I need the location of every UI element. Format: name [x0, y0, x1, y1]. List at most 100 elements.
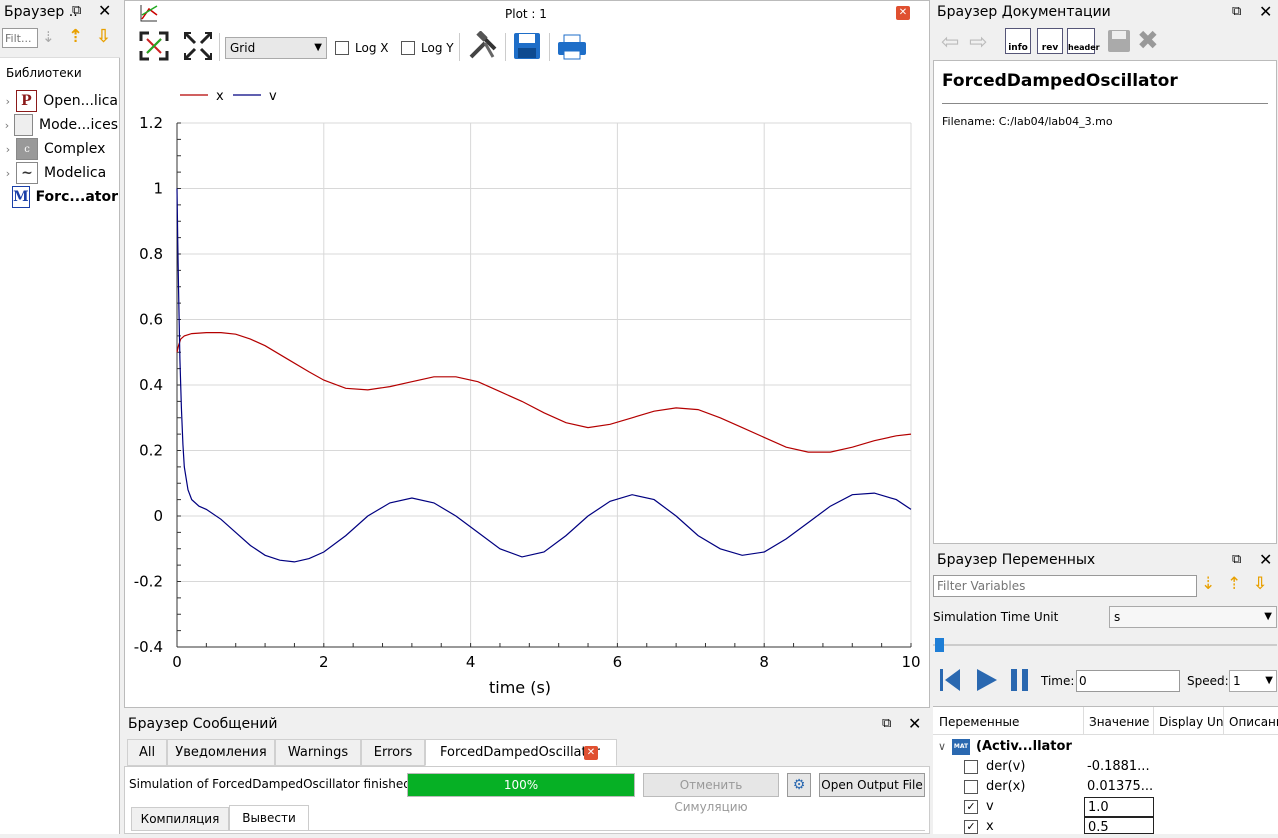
tree-item-label: Forc...ator: [35, 189, 118, 205]
forward-arrow-icon[interactable]: ⇨: [969, 30, 988, 55]
y-tick-label: 0.4: [139, 376, 163, 394]
variable-value-editor[interactable]: 1.0: [1084, 797, 1154, 817]
sort-ascending-icon[interactable]: ⇡: [1227, 574, 1242, 594]
result-file-icon: MAT: [952, 739, 970, 755]
info-icon[interactable]: info: [1005, 28, 1031, 54]
tree-item-complex[interactable]: › c Complex: [0, 137, 118, 161]
variable-row-der-v[interactable]: der(v) -0.1881...: [934, 757, 1278, 777]
doc-discard-icon[interactable]: ✖: [1137, 26, 1159, 56]
column-divider: [1083, 707, 1084, 735]
doc-save-icon[interactable]: [1107, 29, 1131, 53]
filter-variables-input[interactable]: [933, 575, 1197, 597]
open-output-file-button[interactable]: Open Output File: [819, 773, 925, 797]
library-filter-input[interactable]: [2, 28, 38, 48]
sub-tab-compilation[interactable]: Компиляция: [131, 807, 229, 831]
slider-handle[interactable]: [935, 638, 944, 652]
rewind-icon[interactable]: [939, 667, 961, 693]
column-divider: [1153, 707, 1154, 735]
simulation-plot[interactable]: 0 2 4 6 8 10 -0.4 -0.2 0 0.2 0.4 0.6 0.8 1 1.2 time (s)…: [125, 65, 929, 707]
tab-simulation-output[interactable]: ForcedDampedOscillator ✕: [425, 739, 617, 766]
expand-arrow-icon[interactable]: ›: [5, 166, 11, 180]
time-unit-select[interactable]: s ▼: [1109, 606, 1277, 628]
info-label: info: [1008, 43, 1028, 53]
fit-in-view-icon[interactable]: [139, 31, 169, 61]
panel-close-icon[interactable]: ✕: [908, 714, 922, 733]
revisions-icon[interactable]: rev: [1037, 28, 1063, 54]
variable-checkbox-checked[interactable]: ✓: [964, 800, 978, 814]
pause-icon[interactable]: [1009, 667, 1031, 693]
filename-text: Filename: C:/lab04/lab04_3.mo: [942, 115, 1113, 128]
tree-item-forced-oscillator[interactable]: M Forc...ator: [0, 185, 118, 209]
log-y-label: Log Y: [421, 41, 454, 55]
class-name-heading: ForcedDampedOscillator: [942, 71, 1178, 91]
column-value[interactable]: Значение: [1089, 715, 1150, 729]
panel-float-icon[interactable]: ⧉: [72, 3, 82, 18]
y-tick-label: 0.8: [139, 245, 163, 263]
speed-select[interactable]: 1 ▼: [1229, 670, 1277, 692]
expand-arrow-icon[interactable]: ›: [4, 118, 10, 132]
log-y-checkbox[interactable]: [401, 41, 415, 55]
expand-down-icon[interactable]: ⇩: [1253, 574, 1268, 594]
panel-float-icon[interactable]: ⧉: [882, 716, 892, 731]
sort-descending-icon[interactable]: ⇣: [1201, 574, 1216, 594]
sort-ascending-icon[interactable]: ⇡: [68, 26, 84, 47]
messages-browser-title: Браузер Сообщений: [124, 712, 824, 736]
sort-descending-icon[interactable]: ⇣: [42, 28, 55, 46]
tree-item-openmodelica[interactable]: › P Open...lica: [0, 89, 118, 113]
tree-item-label: Open...lica: [43, 93, 118, 109]
model-m-icon: M: [12, 186, 30, 208]
tab-all[interactable]: All: [127, 739, 167, 766]
expand-arrow-icon[interactable]: ›: [5, 94, 11, 108]
variable-value-editor[interactable]: 0.5: [1084, 817, 1154, 835]
variable-row-der-x[interactable]: der(x) 0.01375...: [934, 777, 1278, 797]
save-icon[interactable]: [513, 32, 541, 60]
variable-name: v: [986, 799, 994, 814]
variables-root-row[interactable]: ∨ MAT (Activ...llator: [934, 737, 1278, 757]
tab-close-icon[interactable]: ✕: [584, 746, 598, 760]
log-x-checkbox[interactable]: [335, 41, 349, 55]
variable-name: der(v): [986, 759, 1026, 774]
header-icon[interactable]: header: [1067, 28, 1100, 54]
variable-row-v[interactable]: ✓ v 1.0: [934, 797, 1278, 817]
cancel-simulation-button[interactable]: Отменить Симуляцию: [643, 773, 779, 814]
tools-icon[interactable]: [467, 30, 499, 61]
expand-arrow-icon[interactable]: ›: [5, 142, 11, 156]
variable-checkbox[interactable]: [964, 780, 978, 794]
collapse-arrow-icon[interactable]: ∨: [938, 740, 947, 753]
y-tick-label: 1.2: [139, 114, 163, 132]
tab-warnings[interactable]: Warnings: [275, 739, 361, 766]
panel-float-icon[interactable]: ⧉: [1232, 4, 1242, 19]
tab-errors[interactable]: Errors: [361, 739, 425, 766]
simulation-settings-icon[interactable]: ⚙: [787, 773, 811, 797]
variable-row-x[interactable]: ✓ x 0.5: [934, 817, 1278, 837]
package-p-icon: P: [15, 90, 38, 112]
series-line-v: [176, 188, 912, 563]
plot-close-icon[interactable]: ✕: [896, 6, 910, 20]
time-slider[interactable]: [933, 638, 1277, 652]
grid-select[interactable]: Grid ▼: [225, 37, 327, 59]
panel-close-icon[interactable]: ✕: [1259, 2, 1273, 21]
zoom-fit-icon[interactable]: [183, 31, 213, 61]
time-input[interactable]: [1076, 670, 1180, 692]
tree-item-modelica[interactable]: › ~ Modelica: [0, 161, 118, 185]
variable-checkbox[interactable]: [964, 760, 978, 774]
play-icon[interactable]: [975, 667, 999, 693]
tree-item-modelica-devices[interactable]: › Mode...ices: [0, 113, 118, 137]
variable-checkbox-checked[interactable]: ✓: [964, 820, 978, 834]
log-x-label: Log X: [355, 41, 389, 55]
progress-bar: 100%: [407, 773, 635, 797]
panel-close-icon[interactable]: ✕: [1259, 550, 1273, 569]
back-arrow-icon[interactable]: ⇦: [941, 30, 960, 55]
chevron-down-icon: ▼: [1264, 611, 1272, 622]
column-display-unit[interactable]: Display Un: [1159, 715, 1224, 729]
tab-notifications[interactable]: Уведомления: [167, 739, 275, 766]
slider-track: [933, 644, 1277, 646]
column-description[interactable]: Описани: [1229, 715, 1278, 729]
print-icon[interactable]: [557, 33, 587, 61]
expand-down-icon[interactable]: ⇩: [96, 26, 112, 47]
column-variables[interactable]: Переменные: [939, 715, 1020, 729]
panel-float-icon[interactable]: ⧉: [1232, 552, 1242, 567]
panel-close-icon[interactable]: ✕: [98, 1, 112, 20]
sub-tab-output[interactable]: Вывести: [229, 805, 309, 831]
column-divider: [1223, 707, 1224, 735]
